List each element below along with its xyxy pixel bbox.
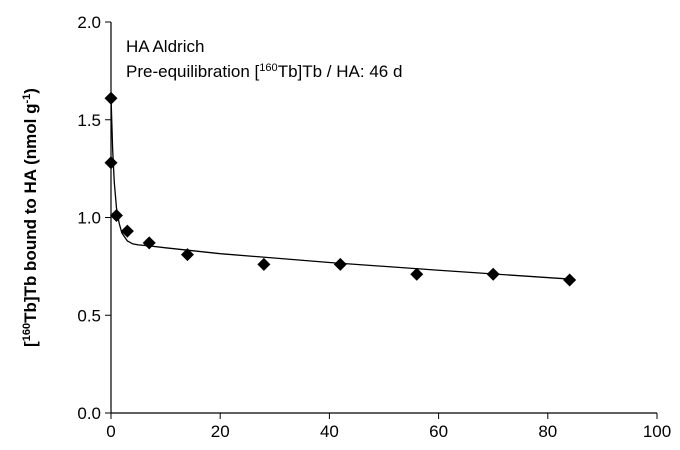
- data-point: [104, 156, 118, 170]
- data-point: [410, 267, 424, 281]
- annotation: HA Aldrich: [126, 37, 204, 56]
- x-tick-label: 100: [643, 422, 671, 441]
- y-axis-label-part: [: [21, 341, 40, 347]
- fit-line: [110, 96, 570, 280]
- y-axis-label: [160Tb]Tb bound to HA (nmol g-1): [21, 88, 40, 347]
- annotation: Pre-equilibration [160Tb]Tb / HA: 46 d: [126, 62, 402, 81]
- data-point: [109, 209, 123, 223]
- x-tick-label: 0: [106, 422, 115, 441]
- y-tick-label: 1.5: [77, 111, 101, 130]
- x-tick-label: 20: [211, 422, 230, 441]
- y-tick-label: 0.0: [77, 404, 101, 423]
- annotation-part: 160: [259, 62, 277, 74]
- x-tick-label: 60: [429, 422, 448, 441]
- y-tick-label: 2.0: [77, 13, 101, 32]
- x-tick-label: 80: [538, 422, 557, 441]
- data-point: [180, 248, 194, 262]
- data-point: [333, 257, 347, 271]
- x-tick-label: 40: [320, 422, 339, 441]
- data-point: [563, 273, 577, 287]
- annotation-part: Tb]Tb / HA: 46 d: [278, 62, 403, 81]
- y-axis-label-part: 160: [21, 323, 33, 341]
- annotation-part: Pre-equilibration [: [126, 62, 260, 81]
- data-point: [142, 236, 156, 250]
- y-axis-label-part: Tb]Tb bound to HA (nmol g: [21, 104, 40, 323]
- y-axis-label-part: -1: [21, 94, 33, 104]
- data-point: [257, 257, 271, 271]
- y-axis-label-part: ): [21, 88, 40, 94]
- y-tick-label: 0.5: [77, 306, 101, 325]
- data-point: [120, 224, 134, 238]
- y-tick-label: 1.0: [77, 209, 101, 228]
